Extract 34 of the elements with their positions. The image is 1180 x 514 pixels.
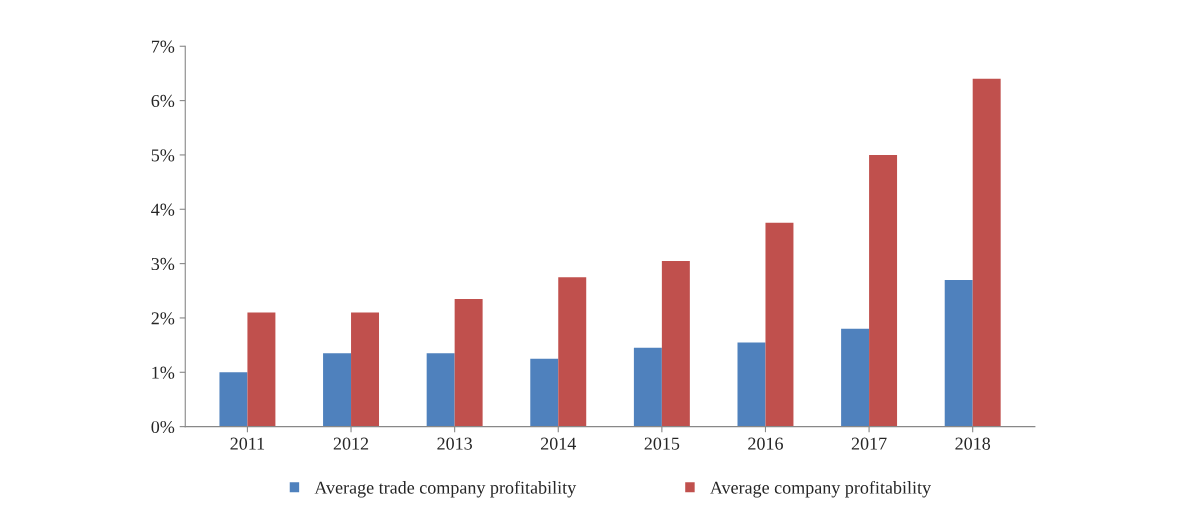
legend-label: Average trade company profitability: [314, 480, 577, 498]
y-tick-label: 0%: [151, 420, 175, 434]
bar: [219, 372, 248, 427]
x-tick-label: 2015: [644, 437, 680, 450]
bar: [426, 353, 455, 427]
bar: [558, 277, 587, 427]
x-tick-label: 2011: [230, 437, 265, 450]
x-tick-label: 2013: [437, 437, 472, 450]
y-tick-label: 1%: [152, 366, 175, 379]
bar: [765, 222, 794, 427]
y-tick-label: 5%: [151, 149, 175, 162]
x-tick-label: 2014: [540, 437, 577, 450]
bar: [454, 298, 483, 427]
bar: [869, 154, 898, 427]
bar: [351, 312, 380, 427]
y-tick-label: 4%: [151, 203, 175, 216]
bar: [661, 260, 690, 427]
bar: [530, 358, 559, 427]
bar: [972, 78, 1001, 427]
y-tick-label: 7%: [151, 40, 175, 53]
bar: [944, 279, 973, 427]
y-tick-label: 3%: [151, 257, 175, 271]
x-tick-label: 2017: [851, 437, 887, 450]
bar: [323, 353, 352, 427]
x-tick-label: 2016: [748, 437, 783, 450]
bar: [247, 312, 276, 427]
x-tick-label: 2012: [333, 437, 369, 450]
y-tick-label: 6%: [151, 94, 175, 108]
x-tick-label: 2018: [955, 437, 991, 450]
legend-label: Average company profitability: [709, 480, 932, 498]
bar: [737, 342, 766, 427]
bar: [633, 347, 662, 427]
y-tick-label: 2%: [151, 312, 175, 325]
bar: [841, 328, 870, 427]
